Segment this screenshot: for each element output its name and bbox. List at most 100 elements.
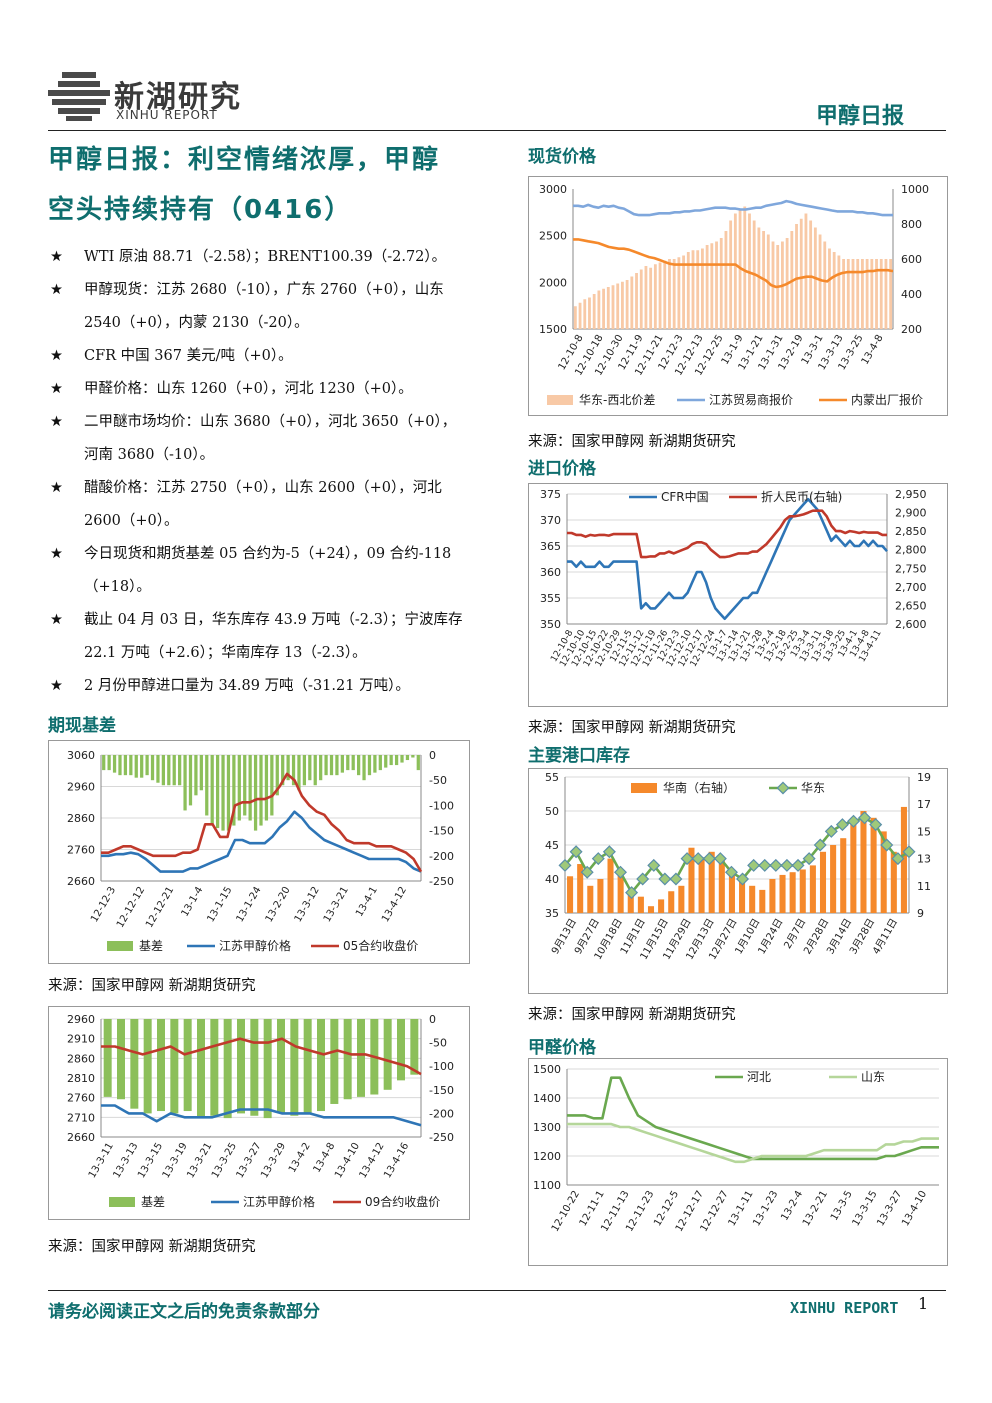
y-tick-label: 2810 (67, 1072, 95, 1085)
bar-spot (701, 248, 704, 329)
bar-basis05 (270, 755, 274, 816)
y-tick-label: 2000 (539, 276, 567, 289)
bar-spot (621, 281, 624, 329)
bar-spot (729, 220, 733, 329)
y2-tick-label: 0 (429, 1013, 436, 1026)
bar-spot (625, 280, 629, 329)
bar-spot (677, 257, 681, 329)
series-line-basis09 (101, 1037, 422, 1076)
bar-basis05 (221, 755, 225, 831)
bar-basis05 (400, 755, 404, 763)
x-tick-label: 12-10-22 (550, 1189, 582, 1234)
bar-port (900, 806, 907, 913)
legend-label: 内蒙出厂报价 (851, 392, 923, 407)
bar-basis05 (205, 755, 209, 816)
series-line-import (567, 509, 887, 559)
bar-basis05 (394, 755, 399, 766)
y2-tick-label: 9 (917, 907, 924, 920)
y2-tick-label: 800 (901, 218, 922, 231)
bar-spot (686, 252, 690, 329)
chart-spot: 1500 2000 2500 3000 200 400 600 800 1000 12-10-8 1… (528, 176, 948, 416)
point-marker (780, 858, 794, 872)
y2-tick-label: 600 (901, 253, 922, 266)
bar-port (658, 899, 665, 913)
bar-basis05 (199, 755, 203, 791)
y2-tick-label: 1000 (901, 183, 929, 196)
x-tick-label: 13-3-12 (293, 885, 322, 924)
star-icon: ★ (50, 678, 63, 694)
bar-spot (865, 259, 869, 329)
y2-tick-label: 11 (917, 880, 931, 893)
y2-tick-label: 13 (917, 853, 931, 866)
series-line-basis05 (101, 772, 423, 873)
point-marker (824, 824, 838, 838)
bar-spot (639, 269, 643, 329)
y-tick-label: 2660 (67, 875, 95, 888)
bar-basis05 (389, 755, 393, 766)
bar-basis09 (397, 1019, 405, 1081)
bar-basis05 (161, 755, 165, 786)
x-tick-label: 13-4-1 (354, 885, 380, 919)
bar-spot (743, 206, 747, 329)
bar-spot (691, 250, 695, 329)
bar-spot (682, 255, 685, 329)
y2-tick-label: 2,800 (895, 544, 927, 557)
legend-label: 山东 (861, 1070, 885, 1084)
y2-tick-label: 17 (917, 798, 931, 811)
bar-port (728, 872, 735, 913)
bar-port (759, 889, 766, 913)
y-tick-label: 2960 (67, 1013, 95, 1026)
logo: 新湖研究 XINHU REPORT (48, 72, 278, 124)
point-marker (902, 845, 916, 859)
logo-text-cn: 新湖研究 (114, 80, 242, 115)
y2-tick-label: -250 (429, 875, 454, 888)
bar-port (890, 851, 897, 913)
bar-basis09 (223, 1019, 232, 1119)
bar-port (840, 838, 847, 913)
bullet-item: ★ 二甲醚市场均价：山东 3680（+0），河北 3650（+0），河南 3680… (48, 406, 468, 472)
chart-basis05: 2660 2760 2860 2960 3060 0 -50 -100 -150 -200 -250… (48, 740, 470, 964)
point-marker (613, 865, 627, 879)
series-line-formaldehyde (567, 1122, 939, 1164)
bar-spot (851, 259, 855, 329)
legend-label: 基差 (139, 939, 163, 953)
bar-spot (630, 276, 634, 329)
bar-spot (573, 306, 577, 329)
point-marker (858, 811, 872, 825)
source-note: 来源：国家甲醇网 新湖期货研究 (528, 1007, 736, 1023)
point-marker (702, 852, 716, 866)
y2-tick-label: 200 (901, 323, 922, 336)
chart-formaldehyde: 1100 1200 1300 1400 1500 12-10-22 12-11-1 12-11… (528, 1058, 948, 1266)
bar-spot (719, 238, 723, 329)
bar-spot (672, 259, 676, 329)
bar-basis05 (140, 755, 144, 778)
bar-port (718, 858, 725, 913)
series-line-import (567, 497, 888, 621)
chart-import: 350 355 360 365 370 375 2,600 2,650 2,700 2,750 2,… (528, 483, 948, 707)
bar-spot (602, 288, 605, 329)
point-marker (769, 858, 783, 872)
bar-basis09 (383, 1019, 392, 1090)
point-marker (680, 852, 694, 866)
bar-basis09 (157, 1019, 165, 1112)
bar-basis09 (263, 1019, 272, 1119)
bar-port (799, 869, 806, 913)
bullet-item: ★ 截止 04 月 03 日，华东库存 43.9 万吨（-2.3）；宁波库存 22… (48, 604, 468, 670)
x-tick-label: 13-3-29 (259, 1141, 288, 1180)
bar-port (708, 851, 715, 913)
bar-basis05 (324, 755, 328, 776)
bar-basis05 (378, 755, 382, 771)
bar-basis05 (340, 755, 344, 773)
legend-label: 折人民币(右轴) (761, 489, 842, 504)
point-marker (736, 872, 750, 886)
point-marker (580, 865, 594, 879)
footer-disclaimer: 请务必阅读正文之后的免责条款部分 (48, 1302, 320, 1322)
bar-port (627, 889, 634, 913)
bar-basis09 (317, 1019, 325, 1112)
bar-port (850, 817, 857, 913)
bar-spot (644, 266, 648, 329)
y2-tick-label: 15 (917, 825, 931, 838)
y2-tick-label: -100 (429, 1060, 454, 1073)
y-tick-label: 3060 (67, 749, 95, 762)
point-marker (791, 858, 805, 872)
